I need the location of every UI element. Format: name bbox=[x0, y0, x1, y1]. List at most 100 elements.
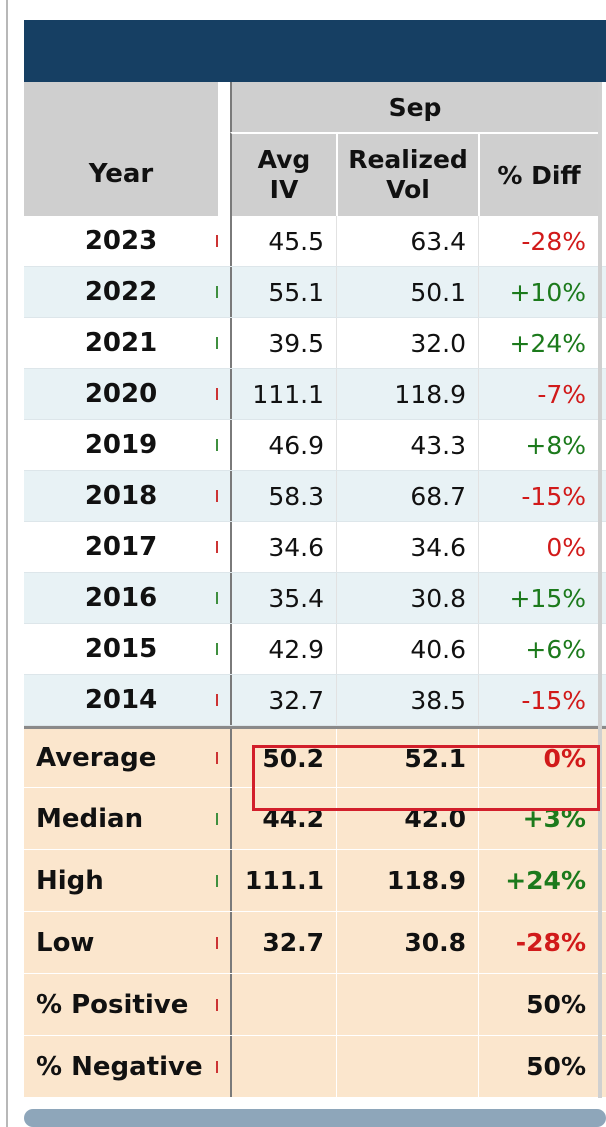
realized-vol-cell: 50.1 bbox=[336, 267, 478, 317]
year-cell: 2015 bbox=[84, 634, 158, 664]
realized-vol-cell: 63.4 bbox=[336, 216, 478, 266]
trend-marker bbox=[214, 675, 230, 725]
year-row: 2017 34.6 34.6 0% bbox=[24, 522, 606, 573]
realized-header-line2: Vol bbox=[386, 175, 430, 204]
trend-tick bbox=[216, 490, 218, 502]
summary-label: Average bbox=[36, 743, 157, 773]
summary-row: Average 50.2 52.1 0% bbox=[24, 726, 606, 788]
month-header: Sep bbox=[230, 82, 598, 132]
year-row: 2016 35.4 30.8 +15% bbox=[24, 573, 606, 624]
summary-pct-diff-cell: -28% bbox=[478, 912, 598, 973]
header-blank bbox=[24, 82, 218, 132]
trend-tick bbox=[216, 874, 218, 887]
trend-tick bbox=[216, 439, 218, 451]
summary-realized-cell bbox=[336, 974, 478, 1035]
avg-iv-cell: 35.4 bbox=[230, 573, 336, 623]
trend-tick bbox=[216, 694, 218, 706]
realized-vol-cell: 43.3 bbox=[336, 420, 478, 470]
avg-iv-cell: 55.1 bbox=[230, 267, 336, 317]
year-cell: 2016 bbox=[84, 583, 158, 613]
year-row: 2022 55.1 50.1 +10% bbox=[24, 267, 606, 318]
horizontal-scrollbar[interactable] bbox=[24, 1109, 606, 1127]
year-row: 2014 32.7 38.5 -15% bbox=[24, 675, 606, 726]
realized-vol-cell: 38.5 bbox=[336, 675, 478, 725]
trend-tick bbox=[216, 998, 218, 1011]
avg-iv-column-header[interactable]: Avg IV bbox=[230, 132, 336, 216]
realized-vol-cell: 68.7 bbox=[336, 471, 478, 521]
trend-tick bbox=[216, 936, 218, 949]
trend-marker bbox=[214, 850, 230, 911]
avg-iv-header-line2: IV bbox=[269, 175, 299, 204]
trend-marker bbox=[214, 788, 230, 849]
summary-label: % Negative bbox=[36, 1051, 203, 1082]
trend-tick bbox=[216, 1060, 218, 1073]
avg-iv-cell: 39.5 bbox=[230, 318, 336, 368]
year-row: 2018 58.3 68.7 -15% bbox=[24, 471, 606, 522]
pct-diff-column-header[interactable]: % Diff bbox=[478, 132, 598, 216]
left-border bbox=[6, 0, 8, 1127]
realized-header-line1: Realized bbox=[348, 145, 468, 174]
summary-label: Low bbox=[36, 927, 95, 958]
summary-pct-diff-cell: 50% bbox=[478, 974, 598, 1035]
pct-diff-cell: +10% bbox=[478, 267, 598, 317]
year-cell: 2023 bbox=[84, 226, 158, 256]
pct-diff-cell: +8% bbox=[478, 420, 598, 470]
trend-marker bbox=[214, 369, 230, 419]
right-edge-divider bbox=[598, 82, 602, 1098]
summary-pct-diff-cell: 0% bbox=[478, 729, 598, 787]
summary-row: Low 32.7 30.8 -28% bbox=[24, 912, 606, 974]
year-row: 2021 39.5 32.0 +24% bbox=[24, 318, 606, 369]
year-cell: 2014 bbox=[84, 685, 158, 715]
table-title-bar bbox=[24, 20, 606, 82]
trend-tick bbox=[216, 286, 218, 298]
realized-vol-cell: 118.9 bbox=[336, 369, 478, 419]
avg-iv-cell: 34.6 bbox=[230, 522, 336, 572]
trend-marker bbox=[214, 471, 230, 521]
trend-tick bbox=[216, 752, 218, 764]
year-cell: 2021 bbox=[84, 328, 158, 358]
realized-vol-cell: 34.6 bbox=[336, 522, 478, 572]
year-row: 2019 46.9 43.3 +8% bbox=[24, 420, 606, 471]
trend-marker bbox=[214, 573, 230, 623]
summary-realized-cell: 30.8 bbox=[336, 912, 478, 973]
summary-pct-diff-cell: 50% bbox=[478, 1036, 598, 1097]
pct-diff-cell: -15% bbox=[478, 471, 598, 521]
summary-label: % Positive bbox=[36, 989, 189, 1020]
year-cell: 2018 bbox=[84, 481, 158, 511]
trend-tick bbox=[216, 643, 218, 655]
trend-marker bbox=[214, 522, 230, 572]
avg-iv-header-line1: Avg bbox=[257, 145, 311, 174]
trend-marker bbox=[214, 267, 230, 317]
summary-realized-cell: 52.1 bbox=[336, 729, 478, 787]
summary-realized-cell: 118.9 bbox=[336, 850, 478, 911]
trend-marker bbox=[214, 1036, 230, 1097]
pct-diff-cell: +24% bbox=[478, 318, 598, 368]
header-row-columns: Year Avg IV Realized Vol % Diff bbox=[24, 132, 606, 216]
summary-avg-iv-cell: 50.2 bbox=[230, 729, 336, 787]
trend-marker bbox=[214, 729, 230, 787]
trend-tick bbox=[216, 337, 218, 349]
realized-vol-column-header[interactable]: Realized Vol bbox=[336, 132, 478, 216]
summary-label: High bbox=[36, 865, 104, 896]
summary-avg-iv-cell bbox=[230, 974, 336, 1035]
pct-diff-cell: +6% bbox=[478, 624, 598, 674]
year-column-header[interactable]: Year bbox=[24, 132, 218, 216]
trend-tick bbox=[216, 541, 218, 553]
iv-table-panel: Sep Year Avg IV Realized Vol % Diff 2023… bbox=[24, 18, 606, 1127]
realized-vol-cell: 40.6 bbox=[336, 624, 478, 674]
pct-diff-cell: -28% bbox=[478, 216, 598, 266]
header-row-month: Sep bbox=[24, 82, 606, 132]
pct-diff-cell: -15% bbox=[478, 675, 598, 725]
trend-tick bbox=[216, 592, 218, 604]
trend-marker bbox=[214, 974, 230, 1035]
average-row-highlight bbox=[252, 745, 600, 811]
trend-marker bbox=[214, 912, 230, 973]
summary-row: % Positive 50% bbox=[24, 974, 606, 1036]
summary-label: Median bbox=[36, 803, 144, 834]
pct-diff-cell: -7% bbox=[478, 369, 598, 419]
summary-avg-iv-cell: 111.1 bbox=[230, 850, 336, 911]
realized-vol-cell: 30.8 bbox=[336, 573, 478, 623]
year-cell: 2017 bbox=[84, 532, 158, 562]
avg-iv-cell: 111.1 bbox=[230, 369, 336, 419]
pct-diff-cell: +15% bbox=[478, 573, 598, 623]
